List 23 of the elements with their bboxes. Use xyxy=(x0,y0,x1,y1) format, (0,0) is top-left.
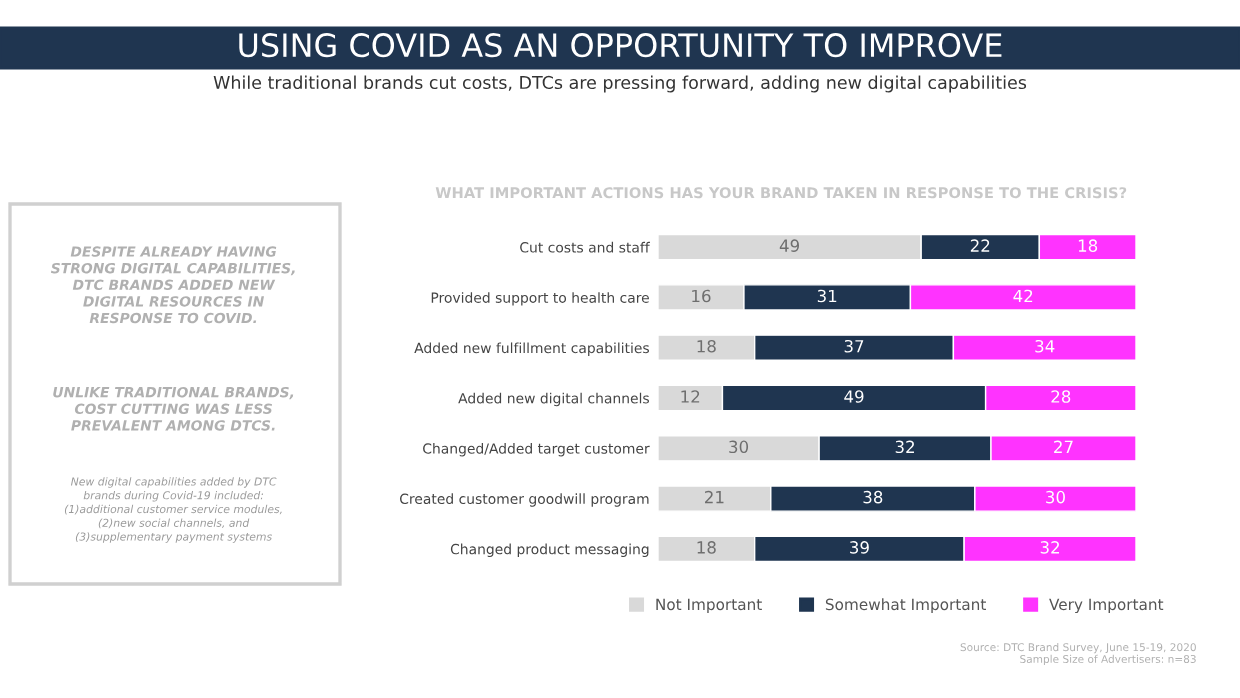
chart-title: USING COVID AS AN OPPORTUNITY TO IMPROVE xyxy=(239,33,1002,58)
data-label: 21 xyxy=(705,490,724,504)
data-label: 18 xyxy=(1078,239,1098,252)
data-label: 49 xyxy=(779,239,800,252)
data-label: 42 xyxy=(1013,289,1033,303)
data-label: 34 xyxy=(1035,339,1055,353)
data-label: 39 xyxy=(850,541,869,554)
data-label: 30 xyxy=(729,440,749,454)
data-label: 22 xyxy=(970,239,990,252)
data-label: 16 xyxy=(692,289,711,303)
data-label: 38 xyxy=(863,490,883,504)
chart-subtitle: While traditional brands cut costs, DTCs are pressing forward, adding new digital capabilities xyxy=(213,75,1027,93)
data-label: 32 xyxy=(895,440,914,454)
data-label: 49 xyxy=(844,390,864,403)
data-label: 18 xyxy=(697,339,716,353)
data-label: 28 xyxy=(1051,390,1071,403)
data-label: 30 xyxy=(1046,490,1065,504)
data-label: 32 xyxy=(1040,541,1059,554)
data-label: 31 xyxy=(817,289,837,303)
data-label: 27 xyxy=(1054,440,1073,453)
data-label: 12 xyxy=(681,390,700,403)
data-label: 37 xyxy=(844,339,864,353)
data-label: 18 xyxy=(697,541,716,554)
